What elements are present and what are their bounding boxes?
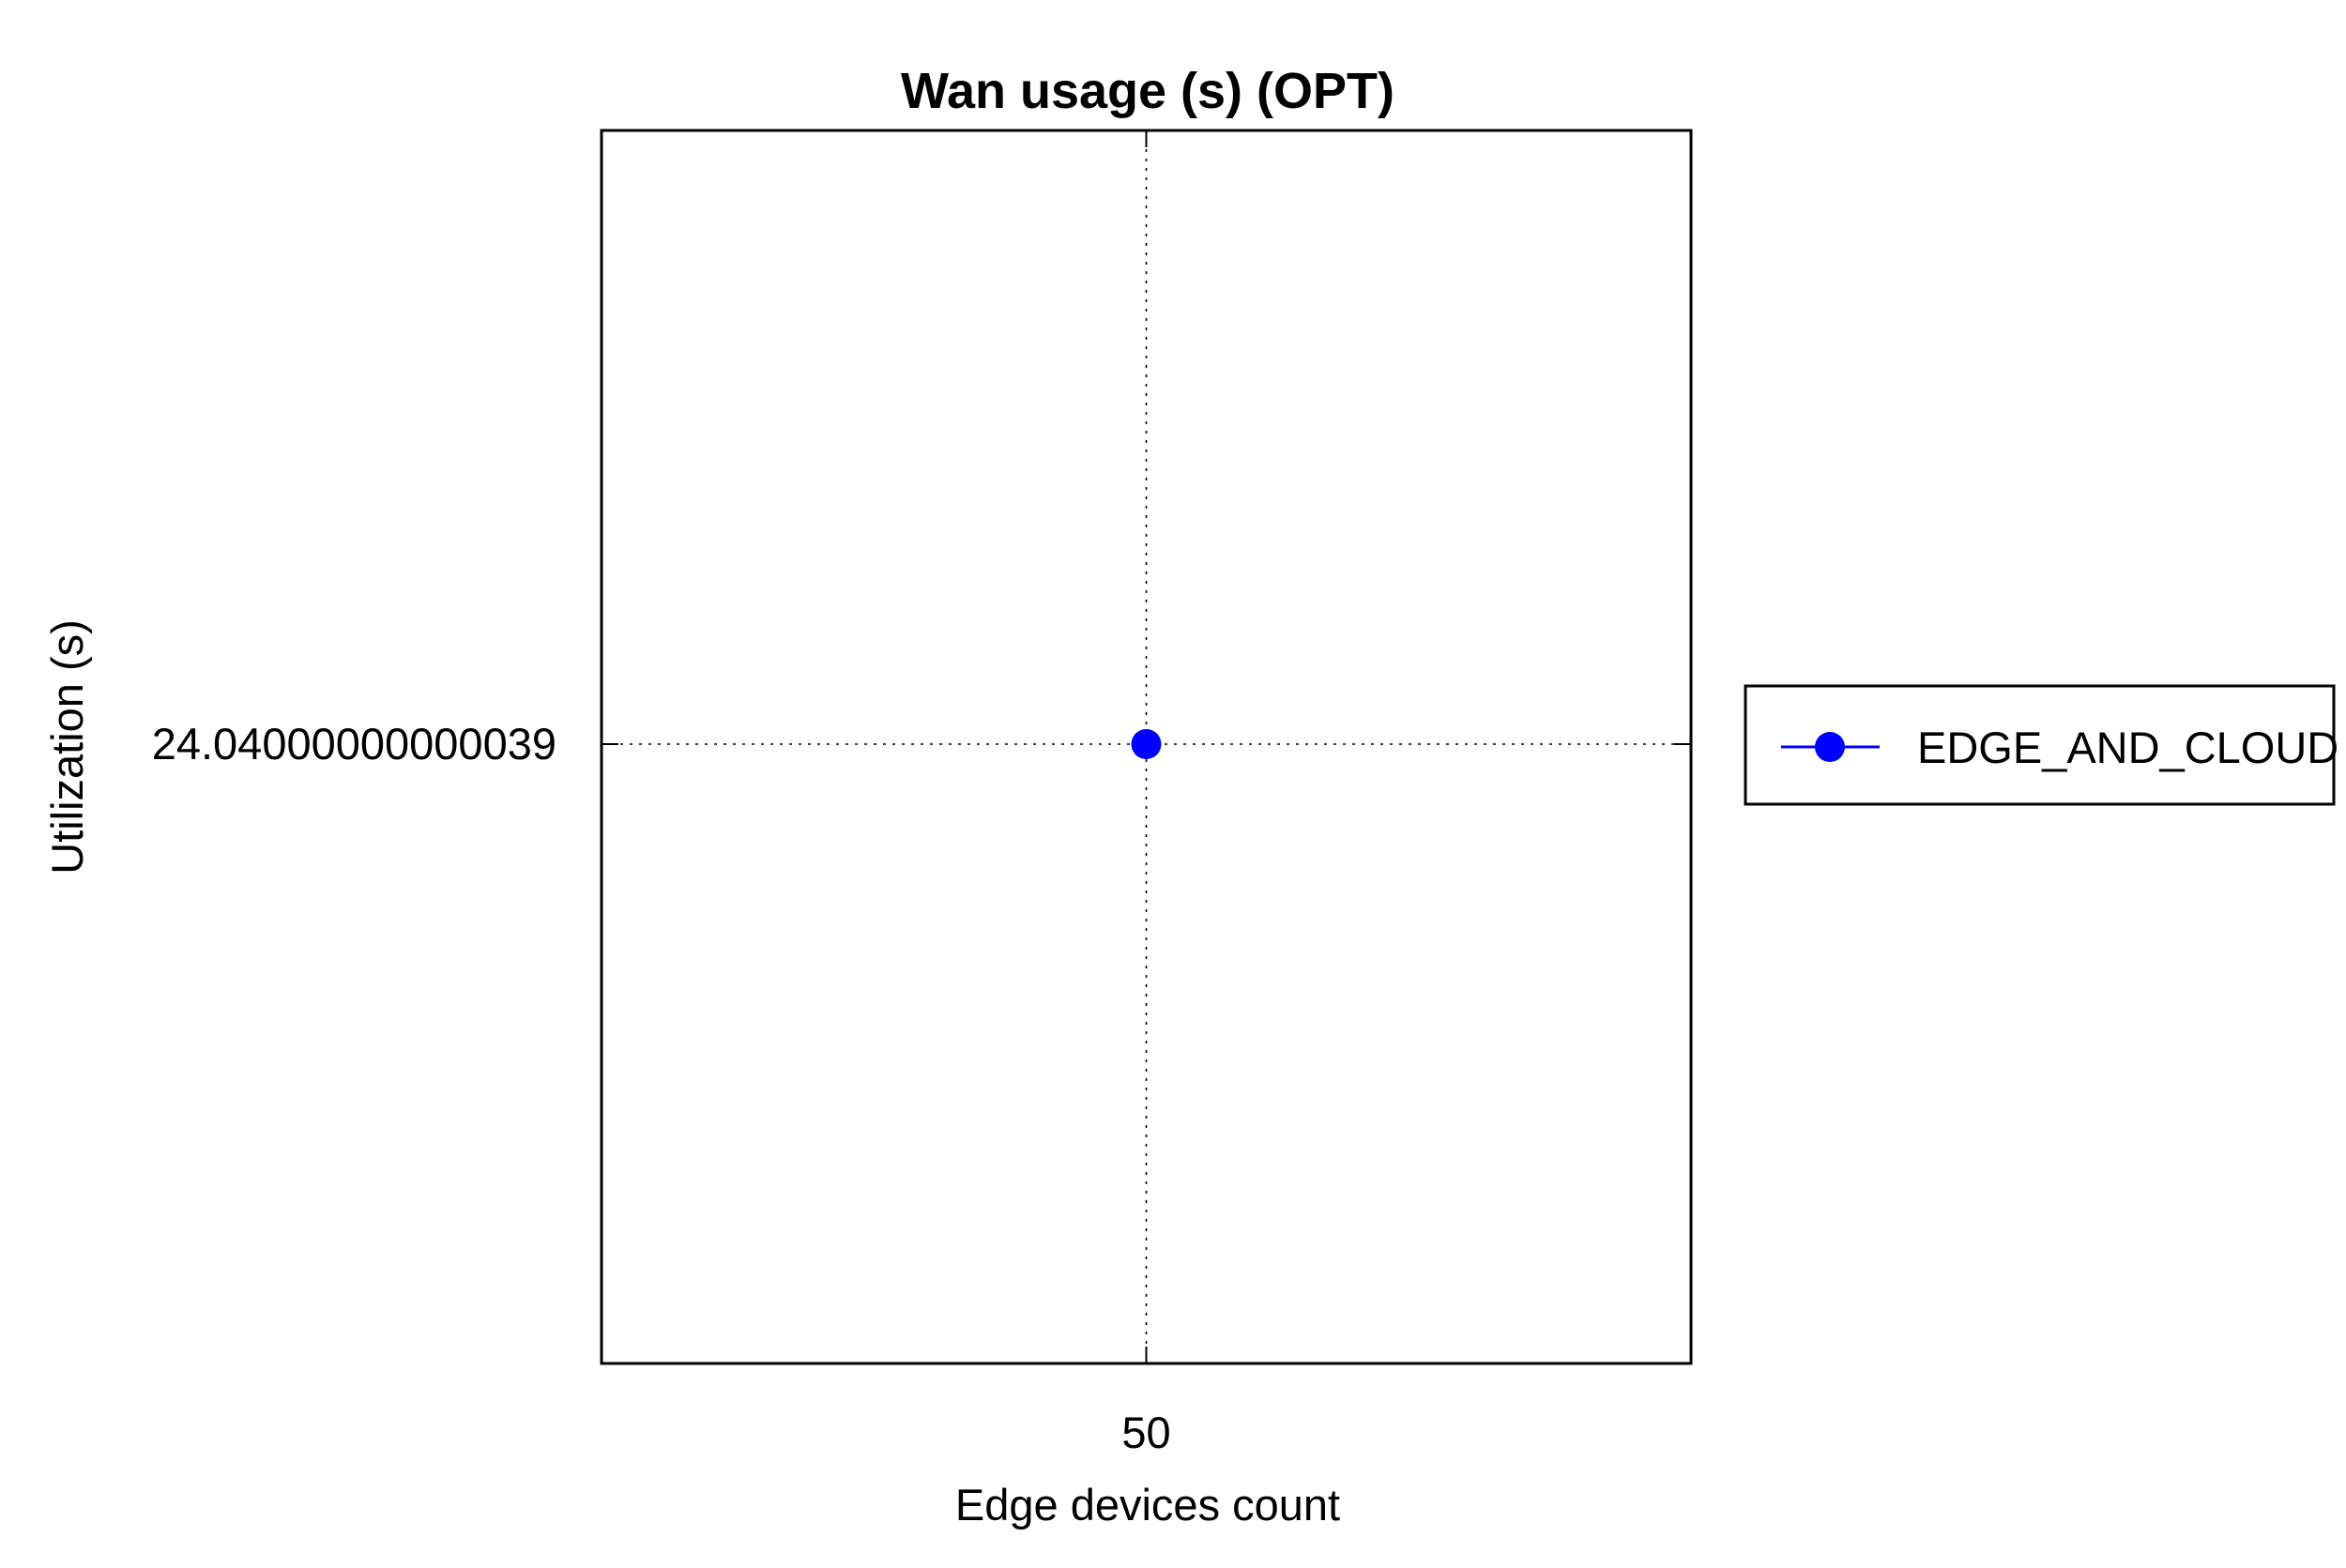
legend: EDGE_AND_CLOUD [1744,684,2338,806]
axis-ticks: 50 24.04000000000039 [152,130,1691,1457]
legend-label: EDGE_AND_CLOUD [1917,723,2338,772]
y-axis-label: Utilization (s) [42,619,92,875]
x-axis-label: Edge devices count [955,1480,1340,1530]
data-series [1131,729,1162,759]
x-tick-label: 50 [1121,1408,1170,1457]
legend-items: EDGE_AND_CLOUD [1781,723,2338,772]
chart-title: Wan usage (s) (OPT) [901,63,1394,119]
data-point [1131,729,1162,759]
y-tick-label: 24.04000000000039 [152,719,556,769]
legend-marker-swatch [1815,732,1845,762]
